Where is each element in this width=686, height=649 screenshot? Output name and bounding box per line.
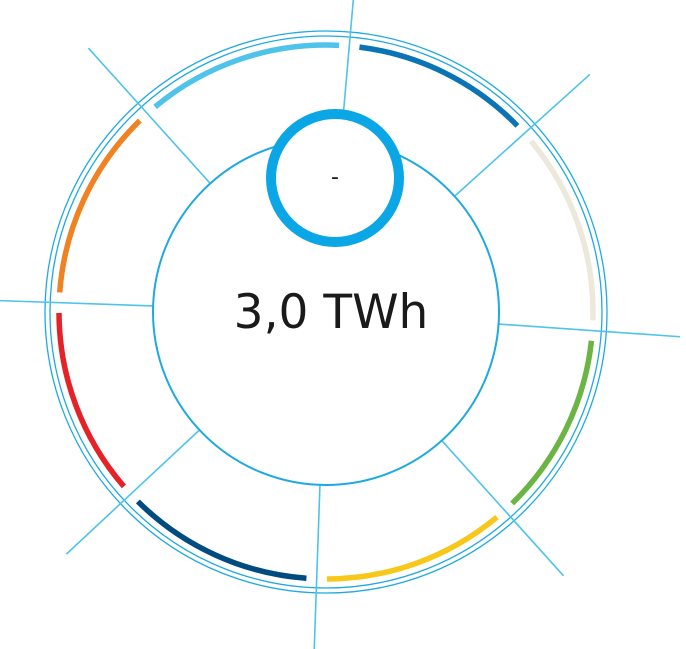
segment-8-arc[interactable] [153,42,340,109]
segment-5-arc[interactable] [135,499,307,582]
divider-spoke-4 [441,440,565,577]
segment-arcs [56,42,596,582]
divider-spoke-7 [0,299,154,307]
total-energy-label: 3,0 TWh [234,285,429,340]
outer-ring-outline-inner [49,35,603,589]
outer-ring-outline [44,30,608,594]
divider-spoke-3 [498,323,681,338]
divider-spoke-5 [313,484,321,649]
divider-spoke-2 [454,73,591,197]
segment-3-arc[interactable] [510,340,595,506]
badge-label: - [331,165,339,190]
divider-spoke-1 [340,0,355,140]
segment-2-arc[interactable] [529,139,596,321]
segment-6-arc[interactable] [56,312,126,489]
divider-spoke-6 [65,429,201,555]
segment-1-arc[interactable] [359,44,520,128]
segment-4-arc[interactable] [326,515,499,582]
badge-circle[interactable] [266,109,404,247]
divider-spoke-8 [87,47,211,184]
segment-7-arc[interactable] [56,118,142,293]
